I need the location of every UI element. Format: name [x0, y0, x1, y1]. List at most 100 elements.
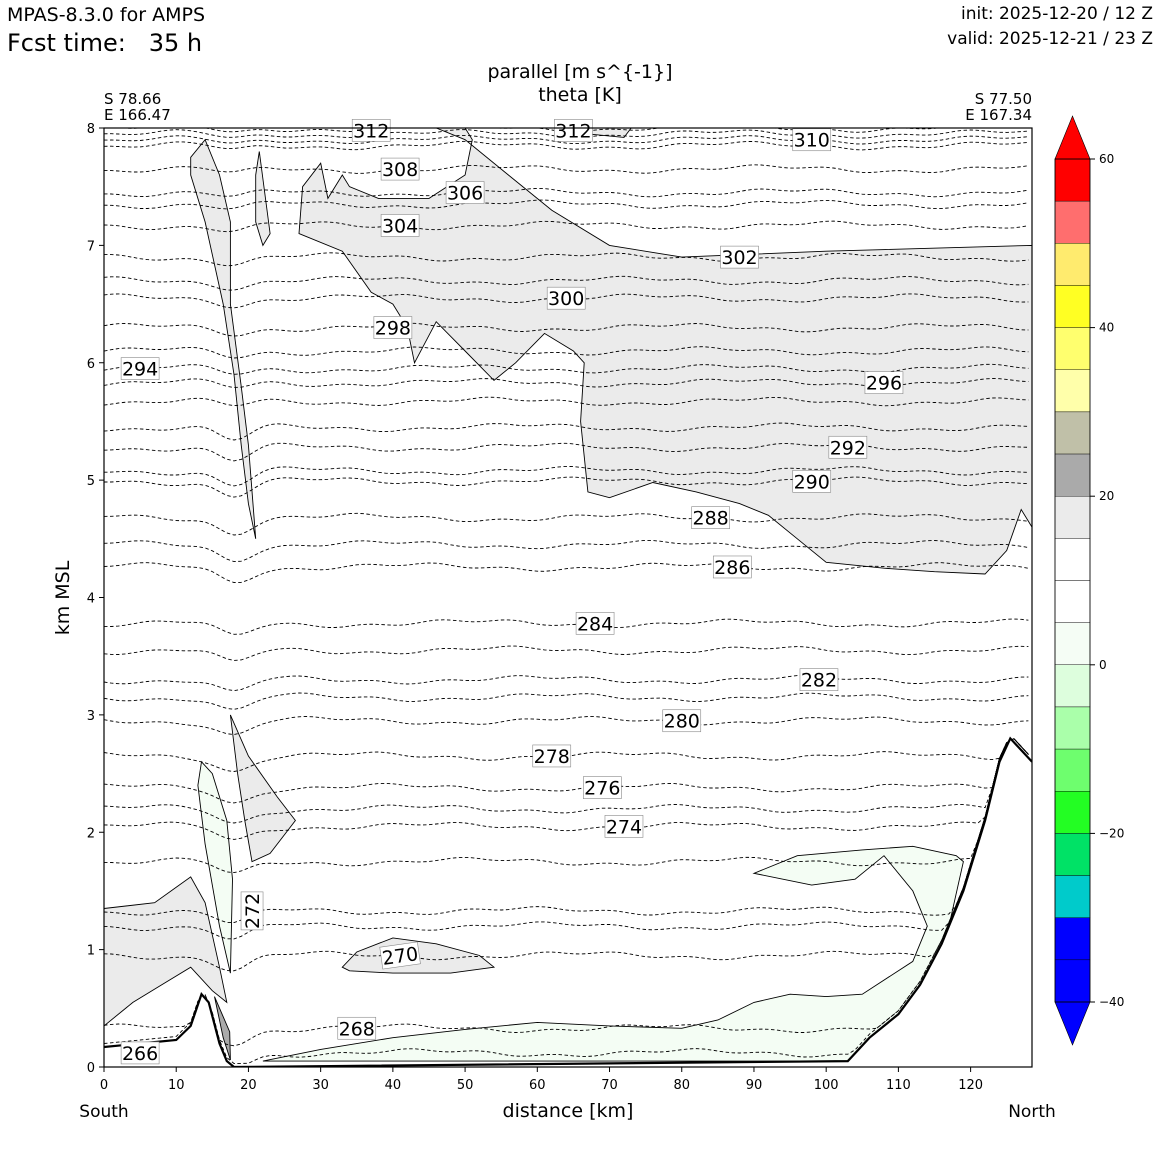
theta-contour-line-0	[104, 738, 1029, 1064]
colorbar-segment	[1054, 959, 1091, 1003]
theta-label-box	[337, 1016, 377, 1040]
colorbar-under-arrow	[1054, 1001, 1091, 1046]
theta-label-box	[583, 776, 622, 799]
theta-label-22: 310	[792, 128, 832, 152]
theta-contour-line-17	[104, 293, 1029, 309]
model-title: MPAS-8.3.0 for AMPS	[7, 4, 206, 26]
forecast-time-label: Fcst time:	[7, 29, 126, 57]
colorbar-segment	[1054, 496, 1091, 539]
theta-contour-line-2	[104, 738, 1029, 972]
x-tick-label: 60	[529, 1078, 546, 1093]
theta-label-18: 302	[720, 245, 759, 269]
x-tick-label: 110	[886, 1078, 911, 1093]
x-axis-label: distance [km]	[503, 1100, 634, 1122]
colorbar-tick-label: 60	[1099, 152, 1114, 166]
theta-label-box	[604, 815, 644, 838]
y-ticks: 0 1 2 3 4 5 6 7 8	[87, 122, 104, 1076]
theta-label-text: 286	[714, 557, 750, 579]
x-tick-label: 30	[312, 1078, 329, 1093]
wind-region-7	[197, 760, 233, 974]
theta-label-text: 284	[577, 613, 613, 635]
colorbar-segment	[1054, 411, 1091, 455]
theta-label-box	[120, 1041, 160, 1065]
theta-contour-line-10	[104, 562, 1029, 583]
theta-label-0: 266	[120, 1041, 160, 1065]
y-tick-label: 3	[87, 709, 95, 724]
y-tick-label: 6	[87, 357, 95, 372]
y-tick-label: 7	[87, 239, 95, 254]
theta-label-text: 302	[721, 247, 757, 269]
theta-label-11: 288	[691, 506, 730, 530]
theta-label-text: 270	[381, 943, 420, 970]
theta-contour-line-12	[104, 476, 1029, 498]
theta-label-box	[351, 119, 391, 142]
theta-contour-line-20	[104, 187, 1029, 198]
theta-label-box	[546, 286, 586, 310]
y-tick-label: 5	[87, 474, 95, 489]
colorbar-segment	[1054, 453, 1091, 497]
colorbar-tick-label: 40	[1099, 321, 1114, 335]
theta-contour-line-26	[104, 738, 1029, 874]
theta-label-box	[792, 128, 832, 152]
wind-region-2	[255, 151, 271, 247]
theta-label-box	[864, 371, 904, 395]
wind-region-0	[298, 128, 1032, 575]
theta-contour-line-33	[104, 396, 1029, 407]
x-tick-label: 100	[814, 1078, 839, 1093]
theta-contour-line-27	[104, 738, 1029, 824]
theta-contour-line-37	[104, 140, 1029, 151]
theta-contour-line-22	[104, 134, 1029, 145]
terrain-fill	[104, 738, 1032, 1067]
theta-contour-line-19	[104, 220, 1029, 233]
left-endpoint-lat: S 78.66	[104, 90, 161, 108]
theta-contour-line-16	[104, 322, 1029, 337]
theta-label-box	[373, 316, 413, 339]
colorbar-segment	[1054, 875, 1091, 918]
x-tick-label: 0	[100, 1078, 108, 1093]
left-direction-label: South	[79, 1102, 128, 1122]
x-tick-label: 20	[240, 1078, 257, 1093]
init-time: init: 2025-12-20 / 12 Z	[960, 4, 1153, 24]
theta-label-text: 282	[801, 670, 837, 692]
theta-label-box	[379, 941, 421, 970]
theta-label-text: 304	[382, 215, 418, 237]
theta-label-text: 290	[794, 471, 830, 493]
y-tick-label: 8	[87, 122, 95, 137]
wind-region-4	[104, 876, 228, 1027]
x-tick-label: 50	[457, 1078, 474, 1093]
theta-contour-line-8	[104, 674, 1029, 692]
valid-time: valid: 2025-12-21 / 23 Z	[947, 29, 1153, 49]
theta-label-2: 270	[379, 941, 421, 970]
colorbar-segment	[1054, 748, 1091, 792]
theta-label-box	[240, 891, 264, 931]
theta-label-box	[575, 612, 615, 635]
theta-label-text: 294	[122, 359, 158, 381]
colorbar-over-arrow	[1054, 115, 1091, 160]
theta-label-14: 294	[120, 357, 160, 381]
chart-title-line1: parallel [m s^{-1}]	[487, 61, 672, 83]
wind-regions	[104, 128, 1032, 1062]
colorbar-segment	[1054, 243, 1091, 286]
theta-label-text: 306	[447, 183, 483, 205]
theta-contour-line-35	[104, 275, 1029, 291]
theta-contour-line-28	[104, 692, 1029, 710]
wind-region-1	[190, 138, 257, 539]
x-tick-label: 90	[746, 1078, 763, 1093]
colorbar-frame	[1054, 158, 1091, 1003]
left-endpoint-lon: E 166.47	[104, 106, 171, 124]
colorbar-tick-label: −40	[1099, 995, 1124, 1009]
theta-label-text: 308	[382, 159, 418, 181]
theta-label-17: 300	[546, 286, 586, 310]
theta-label-text: 312	[555, 120, 591, 142]
y-tick-label: 2	[87, 826, 95, 841]
colorbar-segment	[1054, 622, 1091, 666]
theta-label-text: 310	[794, 130, 830, 152]
theta-label-16: 298	[373, 316, 413, 340]
forecast-time: Fcst time: 35 h	[7, 29, 202, 57]
theta-contour-line-29	[104, 645, 1029, 661]
theta-label-6: 278	[532, 744, 572, 768]
theta-contour-line-11	[104, 512, 1029, 536]
theta-label-box	[662, 709, 702, 733]
right-endpoint-lat: S 77.50	[975, 90, 1032, 108]
